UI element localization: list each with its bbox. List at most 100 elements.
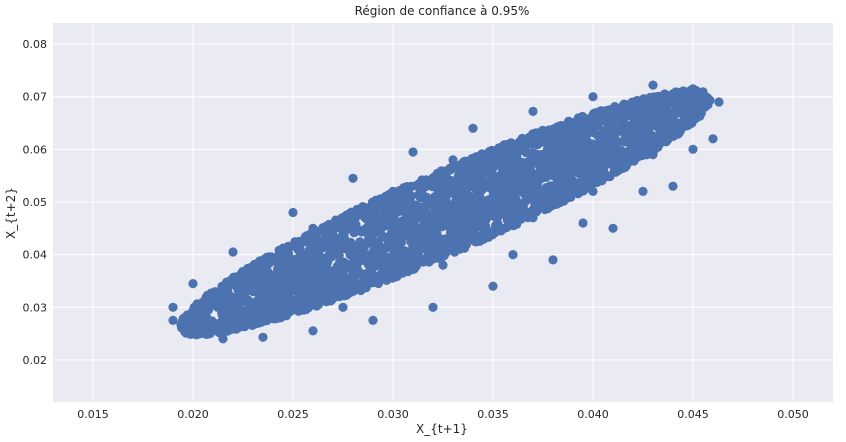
scatter-point — [308, 223, 318, 233]
scatter-point — [252, 302, 262, 312]
scatter-point — [188, 305, 198, 316]
scatter-point — [468, 234, 478, 244]
scatter-point — [339, 229, 349, 239]
scatter-point — [595, 148, 605, 158]
x-tick-label: 0.030 — [377, 408, 409, 421]
scatter-point — [574, 142, 584, 152]
scatter-point — [293, 306, 303, 316]
scatter-point — [636, 142, 646, 152]
scatter-point — [408, 147, 418, 157]
scatter-point — [641, 120, 651, 130]
scatter-point — [449, 178, 459, 188]
scatter-point — [391, 246, 401, 256]
scatter-point — [168, 302, 178, 312]
scatter-point — [228, 247, 238, 257]
scatter-point — [619, 151, 629, 161]
scatter-point — [623, 108, 633, 118]
scatter-point — [273, 264, 283, 274]
scatter-point — [483, 161, 493, 171]
scatter-point — [476, 150, 487, 160]
scatter-point — [488, 211, 499, 221]
scatter-point — [438, 260, 448, 270]
scatter-point — [454, 191, 464, 201]
scatter-point — [439, 249, 449, 259]
scatter-point — [555, 198, 565, 208]
scatter-point — [302, 262, 312, 272]
scatter-point — [548, 128, 558, 139]
y-tick-label: 0.08 — [23, 38, 48, 51]
scatter-point — [471, 184, 481, 194]
scatter-point — [446, 163, 456, 173]
scatter-point — [397, 216, 407, 226]
scatter-point — [363, 235, 374, 245]
scatter-point — [388, 186, 398, 196]
scatter-point — [523, 148, 533, 158]
scatter-point — [237, 319, 247, 329]
y-tick-label: 0.03 — [23, 301, 48, 314]
scatter-point — [588, 186, 598, 196]
scatter-point — [188, 279, 198, 289]
scatter-point — [515, 166, 525, 176]
scatter-point — [376, 194, 386, 204]
scatter-point — [690, 92, 700, 102]
scatter-point — [460, 243, 470, 253]
scatter-point — [388, 223, 398, 233]
scatter-point — [214, 327, 224, 337]
scatter-point — [668, 107, 678, 118]
scatter-point — [674, 89, 684, 99]
scatter-point — [512, 219, 522, 229]
scatter-point — [549, 144, 559, 154]
scatter-point — [492, 178, 502, 188]
x-tick-label: 0.040 — [577, 408, 609, 421]
scatter-point — [348, 173, 358, 183]
x-tick-label: 0.020 — [177, 408, 209, 421]
scatter-point — [238, 267, 248, 277]
scatter-point — [558, 161, 568, 171]
scatter-point — [577, 111, 588, 122]
scatter-point — [374, 213, 384, 223]
scatter-point — [321, 295, 331, 305]
scatter-point — [224, 320, 234, 331]
scatter-point — [563, 123, 573, 134]
scatter-point — [412, 208, 422, 218]
x-tick-labels: 0.015 0.020 0.025 0.030 0.035 0.040 0.045 0.050 — [77, 408, 809, 421]
scatter-point — [510, 156, 520, 166]
scatter-point — [417, 243, 427, 253]
scatter-point — [331, 216, 341, 226]
scatter-point — [299, 274, 309, 284]
scatter-point — [708, 134, 718, 144]
scatter-point — [418, 212, 428, 222]
scatter-point — [428, 231, 438, 241]
scatter-point — [404, 265, 414, 275]
scatter-point — [477, 170, 487, 180]
scatter-point — [328, 286, 338, 297]
x-tick-label: 0.025 — [277, 408, 309, 421]
scatter-point — [222, 279, 232, 289]
scatter-point — [433, 203, 443, 213]
scatter-point — [648, 80, 658, 90]
scatter-point — [238, 291, 248, 301]
scatter-point — [257, 293, 267, 303]
scatter-point — [218, 302, 228, 312]
scatter-point — [427, 212, 437, 222]
scatter-point — [608, 223, 618, 233]
scatter-point — [204, 291, 214, 301]
scatter-point — [375, 253, 386, 263]
scatter-point — [590, 163, 600, 173]
scatter-point — [578, 218, 588, 228]
scatter-point — [310, 247, 320, 257]
scatter-point — [377, 230, 387, 240]
scatter-point — [183, 318, 193, 328]
scatter-point — [589, 122, 599, 132]
scatter-point — [313, 299, 324, 310]
scatter-point — [524, 132, 535, 142]
scatter-point — [302, 302, 312, 313]
scatter-point — [262, 278, 272, 288]
x-tick-label: 0.035 — [477, 408, 509, 421]
scatter-point — [714, 97, 724, 107]
scatter-point — [528, 106, 538, 116]
scatter-point — [574, 169, 585, 179]
scatter-point — [702, 94, 712, 104]
scatter-point — [408, 228, 418, 238]
scatter-point — [437, 222, 447, 232]
